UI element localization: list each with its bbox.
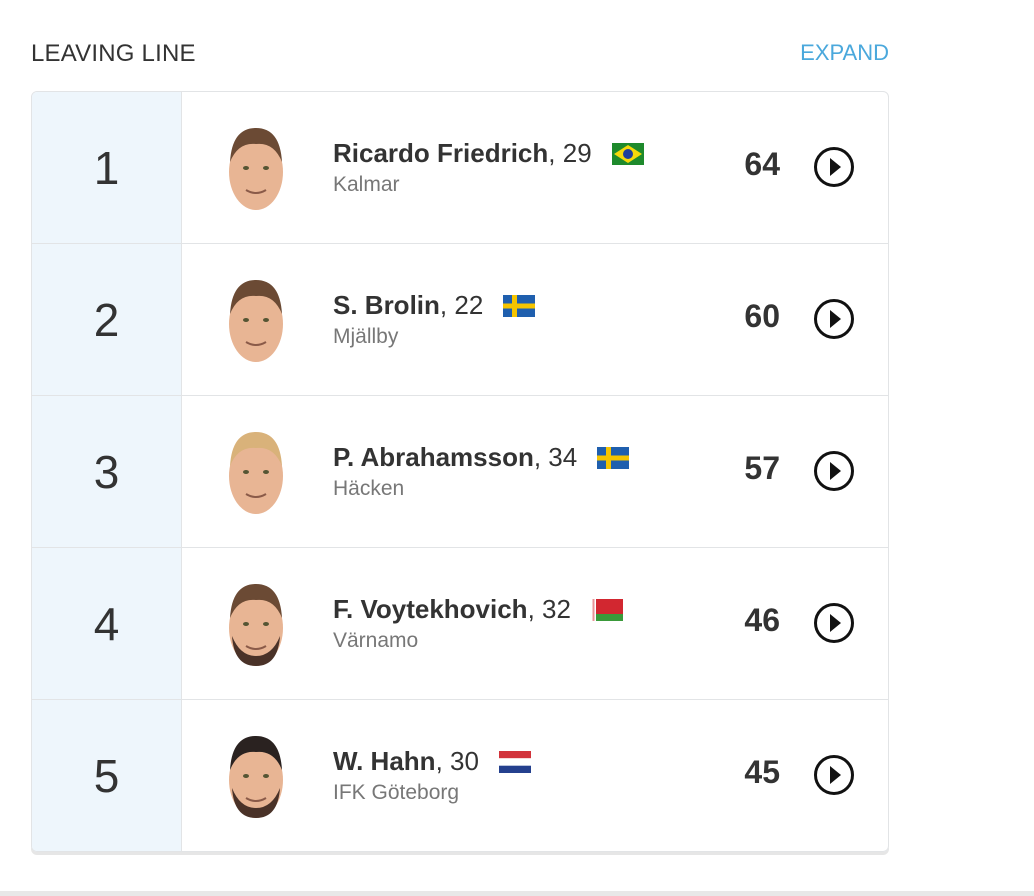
rank-number: 4: [32, 548, 182, 699]
player-avatar: [229, 736, 283, 818]
play-icon[interactable]: [813, 450, 855, 492]
player-row[interactable]: 1 Ricardo Friedrich, 29 Kalmar 64: [32, 92, 888, 243]
divider: [0, 891, 1034, 896]
play-icon[interactable]: [813, 602, 855, 644]
player-name[interactable]: S. Brolin: [333, 290, 440, 320]
player-row[interactable]: 2 S. Brolin, 22 Mjällby 60: [32, 243, 888, 395]
play-icon[interactable]: [813, 754, 855, 796]
player-list: 1 Ricardo Friedrich, 29 Kalmar 64 2: [31, 91, 889, 852]
player-team: Mjällby: [333, 325, 399, 348]
belarus-flag-icon: [590, 598, 623, 621]
player-age: , 29: [548, 138, 592, 168]
player-info: F. Voytekhovich, 32 Värnamo: [333, 594, 623, 653]
player-score: 57: [744, 450, 780, 486]
player-name[interactable]: W. Hahn: [333, 746, 436, 776]
player-name[interactable]: Ricardo Friedrich: [333, 138, 549, 168]
player-age: , 32: [527, 594, 571, 624]
rank-number: 2: [32, 244, 182, 395]
player-team: Värnamo: [333, 629, 419, 652]
player-avatar: [229, 280, 283, 362]
player-row[interactable]: 5 W. Hahn, 30 IFK Göteborg 45: [32, 699, 888, 851]
sweden-flag-icon: [597, 446, 630, 469]
player-team: Kalmar: [333, 173, 400, 196]
expand-button[interactable]: EXPAND: [800, 40, 889, 65]
player-info: S. Brolin, 22 Mjällby: [333, 290, 536, 349]
section-title: LEAVING LINE: [31, 40, 196, 67]
rank-number: 5: [32, 700, 182, 851]
player-row[interactable]: 3 P. Abrahamsson, 34 Häcken 57: [32, 395, 888, 547]
player-score: 46: [744, 602, 780, 638]
player-row[interactable]: 4 F. Voytekhovich, 32 Värnamo 46: [32, 547, 888, 699]
player-age: , 22: [439, 290, 484, 320]
player-info: Ricardo Friedrich, 29 Kalmar: [333, 138, 644, 197]
rank-number: 3: [32, 396, 182, 547]
player-avatar: [229, 584, 283, 666]
player-name[interactable]: P. Abrahamsson: [333, 442, 534, 472]
player-name[interactable]: F. Voytekhovich: [333, 594, 528, 624]
player-avatar: [229, 432, 283, 514]
player-age: , 30: [435, 746, 479, 776]
player-info: W. Hahn, 30 IFK Göteborg: [333, 746, 531, 805]
player-info: P. Abrahamsson, 34 Häcken: [333, 442, 630, 501]
play-icon[interactable]: [813, 298, 855, 340]
player-age: , 34: [533, 442, 578, 472]
player-score: 45: [744, 754, 780, 790]
sweden-flag-icon: [503, 294, 536, 317]
rank-number: 1: [32, 92, 182, 243]
player-team: IFK Göteborg: [333, 781, 460, 804]
player-score: 60: [744, 298, 780, 334]
play-icon[interactable]: [813, 146, 855, 188]
player-avatar: [229, 128, 283, 210]
player-score: 64: [744, 146, 780, 182]
netherlands-flag-icon: [498, 750, 531, 773]
player-team: Häcken: [333, 477, 405, 500]
brazil-flag-icon: [611, 142, 644, 165]
